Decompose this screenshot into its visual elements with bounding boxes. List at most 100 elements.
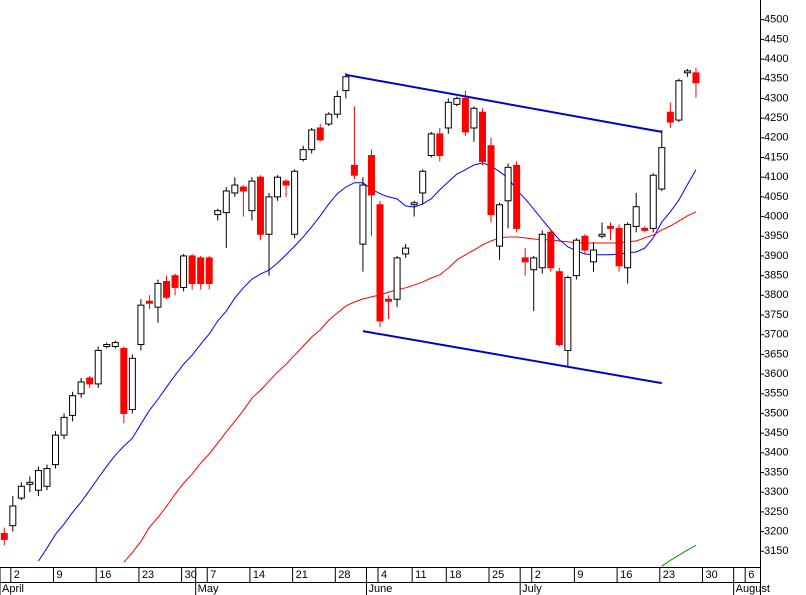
candle-body — [17, 485, 25, 499]
y-tick-label: 4300 — [764, 92, 788, 104]
candle-body — [52, 434, 60, 466]
candle-body — [419, 170, 427, 194]
x-tick-label: 2 — [535, 569, 541, 581]
y-tick-label: 3250 — [764, 506, 788, 518]
x-tick-label: 9 — [57, 569, 63, 581]
y-tick-label: 4350 — [764, 73, 788, 85]
y-tick-label: 3800 — [764, 289, 788, 301]
x-tick-label: 28 — [338, 569, 350, 581]
moving-average-line — [38, 162, 697, 562]
candle-body — [34, 470, 42, 491]
month-label: August — [736, 583, 770, 595]
candle-body — [9, 505, 17, 527]
x-tick-label: 2 — [14, 569, 20, 581]
candle-body — [615, 227, 623, 267]
candle-body — [94, 349, 102, 385]
candle-body — [265, 196, 273, 235]
y-tick-label: 3400 — [764, 447, 788, 459]
trend-line — [345, 73, 662, 133]
month-label: April — [2, 583, 24, 595]
candle-body — [350, 164, 358, 176]
candle-body — [145, 300, 153, 304]
candle-body — [402, 247, 410, 255]
y-tick-label: 3350 — [764, 466, 788, 478]
y-tick-label: 4500 — [764, 14, 788, 26]
candle-body — [555, 271, 563, 346]
y-tick-label: 3600 — [764, 368, 788, 380]
candle-body — [504, 166, 512, 202]
y-tick-label: 3150 — [764, 545, 788, 557]
y-tick-label: 4000 — [764, 210, 788, 222]
candle-body — [256, 176, 264, 235]
candle-body — [589, 249, 597, 263]
x-tick-label: 16 — [620, 569, 632, 581]
candle-body — [598, 233, 606, 237]
y-tick-label: 4200 — [764, 132, 788, 144]
x-tick-label: 14 — [253, 569, 265, 581]
y-tick-label: 4150 — [764, 151, 788, 163]
x-tick-label: 30 — [705, 569, 717, 581]
candle-body — [478, 111, 486, 162]
x-tick-label: 11 — [415, 569, 426, 581]
candle-body — [513, 164, 521, 229]
candle-body — [60, 416, 68, 436]
candle-body — [43, 468, 51, 487]
candle-body — [692, 72, 700, 84]
candle-body — [410, 202, 418, 206]
x-tick-label: 23 — [663, 569, 675, 581]
candle-body — [675, 80, 683, 121]
candle-body — [641, 227, 649, 231]
candle-body — [137, 304, 145, 346]
candle-body — [69, 395, 77, 416]
candle-body — [649, 174, 657, 229]
month-label: June — [368, 583, 392, 595]
y-tick-label: 3950 — [764, 230, 788, 242]
x-tick-label: 4 — [381, 569, 387, 581]
candle-body — [453, 97, 461, 105]
candle-body — [572, 239, 580, 277]
y-tick-label: 3650 — [764, 348, 788, 360]
y-tick-label: 3500 — [764, 407, 788, 419]
x-tick-label: 18 — [449, 569, 461, 581]
candle-body — [333, 95, 341, 115]
candle-body — [188, 255, 196, 284]
candle-body — [222, 190, 230, 214]
candle-body — [666, 111, 674, 123]
candle-body — [547, 231, 555, 269]
candle-body — [325, 113, 333, 125]
candle-body — [274, 176, 282, 198]
candle-body — [308, 129, 316, 151]
candle-body — [496, 204, 504, 247]
candle-body — [530, 257, 538, 271]
candle-body — [163, 281, 171, 298]
y-tick-label: 4050 — [764, 191, 788, 203]
candle-body — [436, 133, 444, 157]
candle-body — [607, 225, 615, 229]
candle-body — [299, 149, 307, 160]
y-tick-label: 3900 — [764, 250, 788, 262]
candle-body — [538, 233, 546, 269]
y-tick-label: 3850 — [764, 270, 788, 282]
candle-body — [342, 76, 350, 92]
month-label: May — [198, 583, 219, 595]
x-tick-label: 7 — [210, 569, 216, 581]
candle-body — [111, 342, 119, 347]
y-tick-label: 4250 — [764, 112, 788, 124]
candle-body — [376, 204, 384, 322]
candle-body — [316, 127, 324, 141]
candle-body — [564, 277, 572, 351]
candle-body — [367, 155, 375, 196]
candle-body — [385, 298, 393, 302]
candle-body — [214, 210, 222, 216]
candle-body — [197, 257, 205, 284]
candle-body — [632, 206, 640, 227]
candle-body — [205, 257, 213, 284]
y-tick-label: 3300 — [764, 486, 788, 498]
moving-average-line — [661, 544, 697, 567]
candle-body — [521, 257, 529, 263]
x-tick-label: 23 — [142, 569, 154, 581]
x-tick-label: 16 — [99, 569, 111, 581]
candle-body — [393, 257, 401, 300]
